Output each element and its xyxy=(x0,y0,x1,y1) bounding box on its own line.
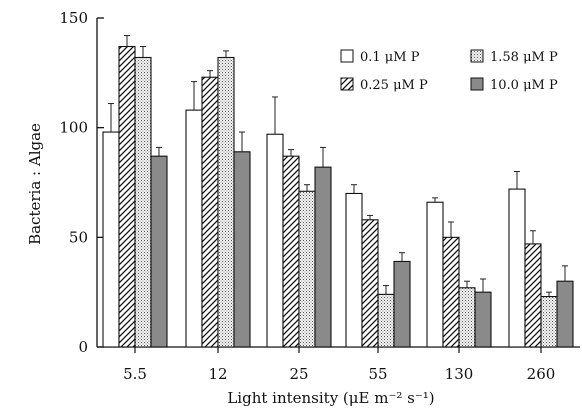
bar xyxy=(540,296,558,348)
legend-label: 10.0 μM P xyxy=(490,78,558,93)
bar xyxy=(458,287,476,348)
x-axis-label: Light intensity (μE m⁻² s⁻¹) xyxy=(227,389,434,407)
x-tick-label: 55 xyxy=(368,365,387,383)
legend-item: 0.25 μM P xyxy=(340,77,428,93)
bar xyxy=(556,280,574,348)
bar xyxy=(524,243,542,348)
x-ticks: 5.5 12 25 55 130 260 xyxy=(123,347,555,383)
bar-group-130 xyxy=(426,197,492,348)
bar xyxy=(377,293,395,348)
x-tick-label: 5.5 xyxy=(123,365,147,383)
x-tick-label: 25 xyxy=(289,365,308,383)
bar xyxy=(102,131,120,348)
y-tick-label: 100 xyxy=(59,119,88,137)
legend-item: 1.58 μM P xyxy=(470,49,558,65)
x-axis: 5.5 12 25 55 130 260 xyxy=(97,346,580,383)
bar-group-55 xyxy=(345,184,411,348)
bar xyxy=(361,219,379,348)
bar xyxy=(298,190,316,348)
bar xyxy=(393,260,411,348)
bar xyxy=(185,109,203,348)
bar xyxy=(217,56,235,348)
legend-label: 0.1 μM P xyxy=(360,50,420,65)
bar xyxy=(150,155,168,348)
bar xyxy=(118,45,136,348)
bar xyxy=(442,236,460,348)
bar xyxy=(474,291,492,348)
y-axis: 0 50 100 150 xyxy=(59,9,104,356)
bar xyxy=(426,201,444,348)
legend-swatch xyxy=(470,77,484,91)
y-ticks: 0 50 100 150 xyxy=(59,9,104,356)
bar xyxy=(282,155,300,348)
bar xyxy=(201,76,219,348)
x-tick-label: 260 xyxy=(527,365,556,383)
bar xyxy=(266,133,284,348)
x-tick-label: 12 xyxy=(208,365,227,383)
bar-group-260 xyxy=(508,171,574,348)
bar xyxy=(508,188,526,348)
bar-group-5.5 xyxy=(102,35,168,348)
legend: 0.1 μM P 0.25 μM P 1.58 μM P 10.0 μM P xyxy=(340,49,558,93)
x-tick-label: 130 xyxy=(445,365,474,383)
bar-group-12 xyxy=(185,50,251,348)
legend-label: 0.25 μM P xyxy=(360,78,428,93)
bar-groups xyxy=(102,35,574,348)
y-axis-label: Bacteria : Algae xyxy=(26,123,44,245)
legend-swatch xyxy=(340,77,354,91)
legend-label: 1.58 μM P xyxy=(490,50,558,65)
bar xyxy=(314,166,332,348)
y-tick-label: 150 xyxy=(59,9,88,27)
bar xyxy=(233,151,251,348)
y-tick-label: 50 xyxy=(69,228,88,246)
legend-item: 10.0 μM P xyxy=(470,77,558,93)
legend-swatch xyxy=(340,49,354,63)
y-tick-label: 0 xyxy=(78,338,88,356)
bar xyxy=(134,56,152,348)
legend-swatch xyxy=(470,49,484,63)
bar-group-25 xyxy=(266,96,332,348)
legend-item: 0.1 μM P xyxy=(340,49,420,65)
bar xyxy=(345,192,363,348)
